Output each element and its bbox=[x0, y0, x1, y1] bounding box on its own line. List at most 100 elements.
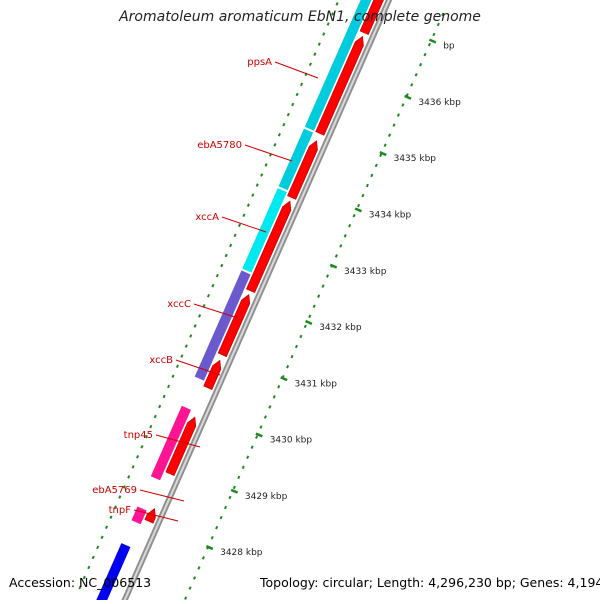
scale-dot bbox=[286, 364, 290, 369]
scale-dot bbox=[357, 203, 361, 208]
scale-label: 3431 kbp bbox=[295, 379, 338, 389]
genome-summary: Topology: circular; Length: 4,296,230 bp… bbox=[260, 575, 600, 590]
tick-dot bbox=[220, 263, 224, 268]
scale-dot bbox=[343, 234, 347, 238]
scale-dot bbox=[299, 334, 303, 339]
tick-dot bbox=[277, 132, 281, 137]
scale-dot bbox=[423, 52, 427, 57]
tick-dot bbox=[317, 42, 321, 46]
tick-dot bbox=[260, 173, 264, 177]
scale-dot bbox=[339, 244, 343, 248]
scale-dot bbox=[427, 42, 431, 47]
scale-dot bbox=[414, 73, 418, 77]
gene-label-ebA5769: ebA5769 bbox=[92, 485, 137, 496]
scale-dot bbox=[361, 193, 365, 198]
cds-arrow bbox=[246, 200, 292, 293]
scale-major-tick bbox=[230, 488, 239, 494]
scale-major-tick bbox=[329, 263, 338, 269]
scale-dot bbox=[219, 515, 223, 520]
scale-dot bbox=[259, 425, 263, 429]
tick-dot bbox=[82, 575, 86, 580]
scale-dot bbox=[263, 415, 267, 419]
cds-arrow bbox=[287, 140, 318, 200]
scale-dot bbox=[237, 475, 241, 480]
scale-dot bbox=[432, 32, 436, 37]
scale-dot bbox=[184, 596, 188, 600]
tick-dot bbox=[105, 525, 109, 530]
tick-dot bbox=[215, 273, 219, 278]
tick-dot bbox=[162, 394, 166, 399]
scale-dot bbox=[352, 213, 356, 218]
scale-label: 3433 kbp bbox=[344, 267, 387, 277]
scale-dot bbox=[396, 113, 400, 117]
scale-dot bbox=[228, 495, 232, 500]
scale-major-tick bbox=[428, 38, 437, 44]
scale-major-tick bbox=[404, 94, 412, 100]
gene-leader-line bbox=[175, 359, 221, 376]
scale-dot bbox=[250, 445, 254, 449]
feature-bar bbox=[94, 543, 131, 604]
scale-dot bbox=[224, 505, 228, 510]
gene-label-xccA: xccA bbox=[195, 212, 219, 223]
gene-leader-line bbox=[221, 216, 267, 233]
tick-dot bbox=[149, 424, 153, 429]
scale-dot bbox=[290, 354, 294, 359]
tick-dot bbox=[295, 92, 299, 97]
scale-dot bbox=[232, 485, 236, 490]
gene-label-ppsA: ppsA bbox=[247, 57, 272, 68]
feature-bar bbox=[131, 506, 147, 525]
feature-bar bbox=[194, 270, 251, 381]
scale-dot bbox=[419, 62, 423, 67]
tick-dot bbox=[282, 122, 286, 127]
accession-label: Accession: NC_006513 bbox=[9, 575, 152, 590]
tick-dot bbox=[113, 505, 117, 509]
scale-dot bbox=[272, 395, 276, 399]
scale-label: 3429 kbp bbox=[245, 492, 288, 502]
scale-dot bbox=[392, 123, 396, 127]
tick-dot bbox=[326, 22, 330, 26]
tick-dot bbox=[140, 444, 144, 449]
tick-dot bbox=[78, 585, 82, 590]
tick-dot bbox=[189, 334, 193, 338]
tick-dot bbox=[335, 2, 339, 6]
scale-dot bbox=[215, 525, 219, 530]
tick-dot bbox=[158, 404, 162, 409]
tick-dot bbox=[211, 283, 215, 288]
scale-major-tick bbox=[205, 544, 214, 551]
scale-dot bbox=[348, 223, 352, 228]
gene-label-xccB: xccB bbox=[149, 355, 173, 366]
scale-label: 3436 kbp bbox=[418, 98, 461, 108]
tick-dot bbox=[224, 253, 228, 258]
tick-dot bbox=[109, 515, 113, 519]
scale-major-tick bbox=[305, 319, 313, 325]
scale-dot bbox=[325, 274, 330, 278]
scale-dot bbox=[210, 535, 214, 540]
scale-dot bbox=[401, 103, 405, 107]
scale-dot bbox=[388, 133, 392, 137]
scale-dot bbox=[365, 183, 369, 188]
feature-bar bbox=[242, 188, 287, 273]
tick-dot bbox=[286, 112, 290, 117]
scale-dot bbox=[294, 344, 298, 349]
feature-bar bbox=[150, 405, 191, 481]
scale-label: bp bbox=[443, 42, 455, 52]
scale-dot bbox=[321, 284, 325, 288]
scale-dot bbox=[255, 435, 259, 439]
cds-arrow bbox=[203, 359, 222, 390]
tick-dot bbox=[331, 12, 335, 16]
scale-dot bbox=[317, 294, 321, 298]
map-title: Aromatoleum aromaticum EbN1, complete ge… bbox=[119, 9, 481, 25]
tick-dot bbox=[100, 535, 104, 540]
tick-dot bbox=[237, 223, 242, 228]
gene-label-xccC: xccC bbox=[167, 299, 191, 310]
tick-dot bbox=[122, 485, 126, 489]
tick-dot bbox=[118, 495, 122, 499]
tick-dot bbox=[255, 183, 259, 187]
tick-dot bbox=[193, 324, 197, 328]
scale-dot bbox=[192, 576, 197, 580]
tick-dot bbox=[167, 384, 171, 389]
scale-dot bbox=[410, 83, 414, 87]
scale-dot bbox=[436, 22, 440, 27]
